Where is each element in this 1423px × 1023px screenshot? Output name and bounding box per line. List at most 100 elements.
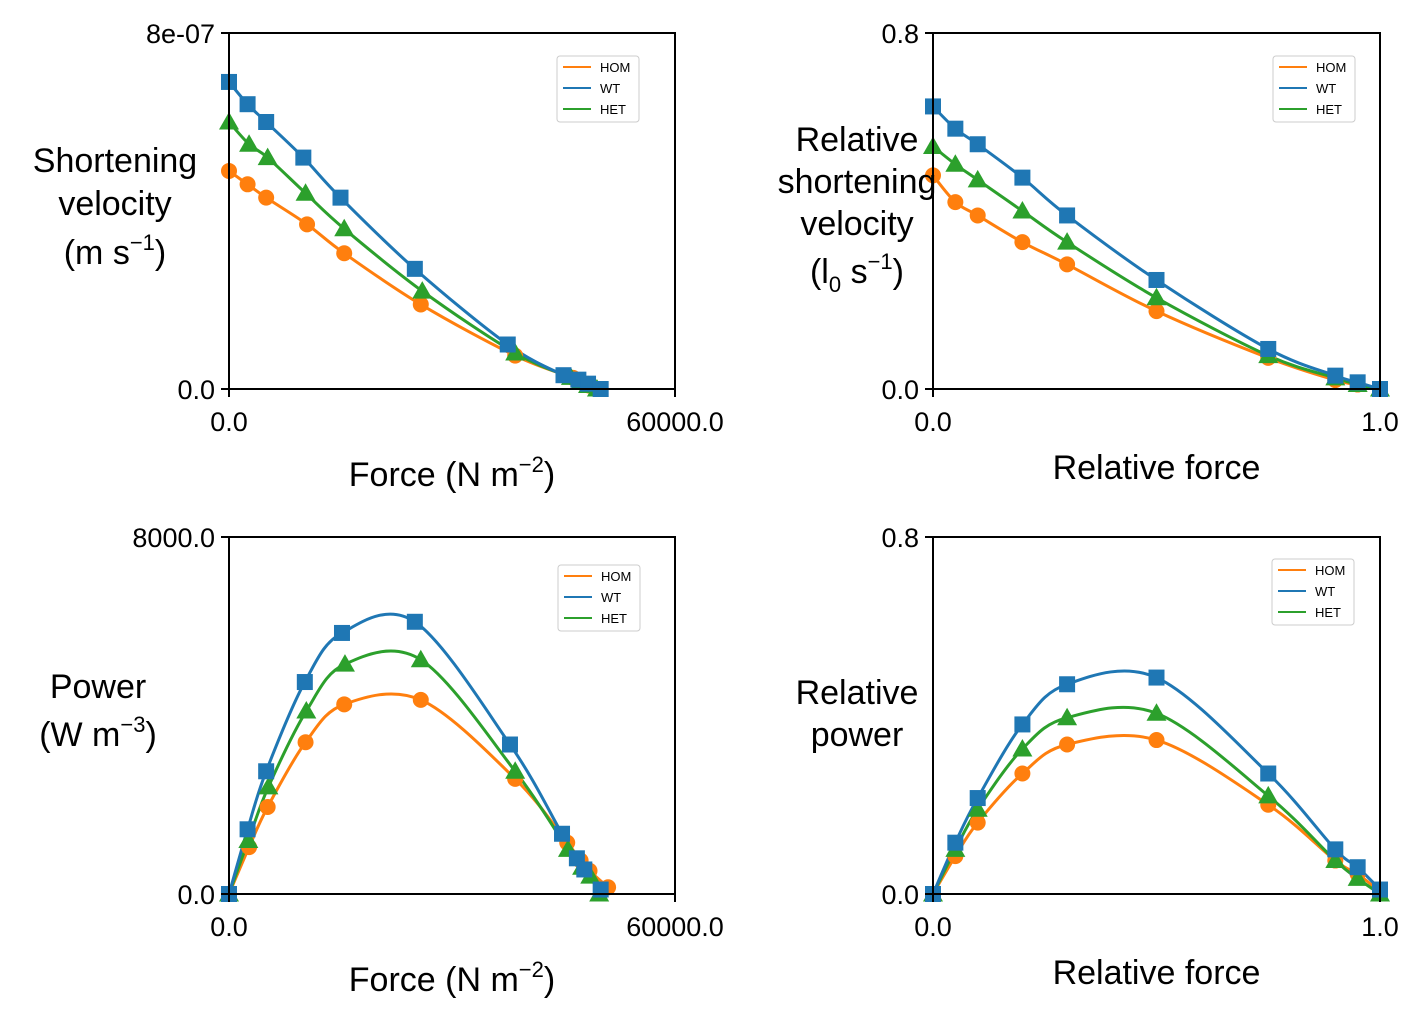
y-axis-unit-sup: −1 [130,230,155,255]
y-axis-unit-text: (m s [64,234,130,272]
data-point-het [1057,707,1078,726]
legend-label-wt: WT [1316,81,1336,96]
legend-label-het: HET [1316,102,1342,117]
data-point-het [967,799,988,817]
data-point-het [257,147,278,166]
y-axis-label-unit: (W m−3) [39,712,157,754]
data-point-het [295,183,316,201]
data-point-wt [947,120,964,137]
series-line-wt [227,80,602,391]
data-point-wt [333,624,350,641]
y-tick-label: 0.0 [177,375,215,405]
legend-label-wt: WT [601,590,621,605]
y-axis-unit-end: ) [145,716,156,754]
x-tick-label: 0.0 [914,407,952,437]
axes-frame [228,536,676,895]
x-axis-label-end: ) [544,456,555,494]
y-tick-label: 0.8 [881,19,919,49]
data-point-het [967,169,988,188]
x-tick-label: 60000.0 [626,912,724,942]
data-point-hom [1148,732,1165,749]
data-point-het [410,649,431,668]
data-point-wt [1148,271,1165,288]
x-tick-label: 1.0 [1361,407,1399,437]
x-axis-label-end: ) [544,961,555,999]
legend-label-hom: HOM [1315,563,1345,578]
data-point-hom [239,176,256,193]
data-point-het [1325,850,1346,869]
y-axis-unit-mid: s [841,253,867,291]
legend-label-hom: HOM [600,60,630,75]
legend: HOM WT HET [1272,55,1356,123]
data-point-wt [969,136,986,153]
x-axis-label: Relative force [1053,954,1261,992]
legend: HOM WT HET [1271,558,1355,626]
y-axis-label-line: Power [50,668,146,706]
data-point-het [239,134,260,152]
data-point-hom [947,194,964,211]
x-tick-label: 60000.0 [626,407,724,437]
data-point-hom [299,216,316,233]
data-point-hom [336,245,353,262]
data-point-wt [1148,669,1165,686]
axes-frame [932,32,1381,390]
legend: HOM WT HET [556,55,640,123]
data-point-wt [555,367,572,384]
data-point-wt [406,613,423,630]
legend-box [556,55,640,123]
panel-p1: 0.0 60000.0 0.0 8e-07 Force (N m−2) Shortenin… [33,19,724,494]
data-point-wt [1349,859,1366,876]
x-tick-label: 0.0 [210,407,248,437]
y-axis-label-line: Shortening [33,142,197,180]
data-point-wt [499,336,516,353]
legend-label-wt: WT [1315,584,1335,599]
series-line-hom [931,174,1381,391]
data-point-wt [947,834,964,851]
legend-box [1271,558,1355,626]
data-point-wt [296,674,313,691]
y-tick-label: 8000.0 [132,523,215,553]
data-point-wt [1260,765,1277,782]
data-point-wt [1327,367,1344,384]
x-axis-label-sup: −2 [519,957,544,982]
data-point-het [1057,232,1078,250]
series-line-het [227,120,598,391]
y-tick-label: 8e-07 [146,19,215,49]
series-line-wt [931,105,1381,391]
data-point-het [505,761,526,779]
data-point-het [1012,201,1033,219]
data-point-wt [1014,169,1031,186]
y-axis-label-unit: (m s−1) [64,230,167,272]
data-point-hom [297,734,314,751]
y-axis-label-line: Relative [796,674,919,712]
x-axis-label: Force (N m−2) [349,452,555,494]
data-point-wt [969,790,986,807]
series-line-wt [931,669,1382,895]
x-tick-label: 1.0 [1361,912,1399,942]
y-axis-label-unit: (l0 s−1) [810,249,904,297]
data-point-hom [412,691,429,708]
y-tick-label: 0.0 [881,375,919,405]
data-point-wt [406,260,423,277]
axes-frame [228,32,676,390]
legend: HOM WT HET [557,564,641,632]
data-point-wt [332,189,349,206]
data-point-hom [1059,256,1076,273]
y-axis-unit-sup: −1 [868,249,893,274]
series-line-het [227,649,601,895]
y-axis-unit-end: ) [155,234,166,272]
data-point-wt [258,763,275,780]
legend-label-wt: WT [600,81,620,96]
data-point-het [412,281,433,299]
data-point-wt [580,375,597,392]
data-point-hom [969,814,986,831]
data-point-hom [258,189,275,206]
data-point-wt [295,149,312,166]
x-axis-label: Relative force [1053,449,1261,487]
y-tick-label: 0.8 [881,523,919,553]
legend-box [557,564,641,632]
x-axis-label-text: Force (N m [349,456,519,494]
y-axis-unit-sub: 0 [829,272,841,297]
data-point-het [1347,868,1368,886]
